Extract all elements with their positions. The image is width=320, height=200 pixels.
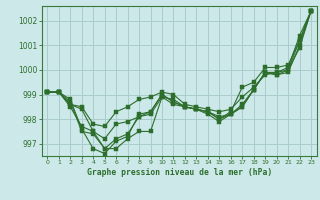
X-axis label: Graphe pression niveau de la mer (hPa): Graphe pression niveau de la mer (hPa) [87,168,272,177]
